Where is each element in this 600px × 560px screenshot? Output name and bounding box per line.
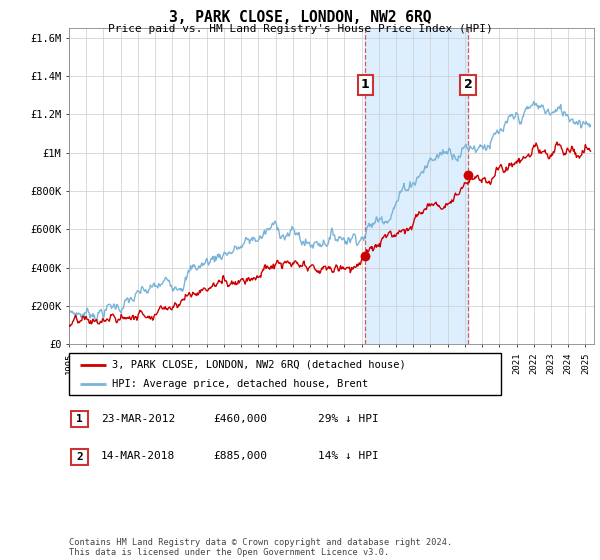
Text: 14-MAR-2018: 14-MAR-2018 [101, 451, 175, 461]
Text: Price paid vs. HM Land Registry's House Price Index (HPI): Price paid vs. HM Land Registry's House … [107, 24, 493, 34]
Text: 2: 2 [464, 78, 473, 91]
Text: 2: 2 [76, 452, 83, 462]
Point [464, 170, 473, 179]
Text: 3, PARK CLOSE, LONDON, NW2 6RQ (detached house): 3, PARK CLOSE, LONDON, NW2 6RQ (detached… [112, 360, 406, 370]
Text: 29% ↓ HPI: 29% ↓ HPI [318, 414, 379, 424]
Text: £460,000: £460,000 [213, 414, 267, 424]
Text: 3, PARK CLOSE, LONDON, NW2 6RQ: 3, PARK CLOSE, LONDON, NW2 6RQ [169, 10, 431, 25]
Bar [365, 28, 469, 344]
Text: HPI: Average price, detached house, Brent: HPI: Average price, detached house, Bren… [112, 379, 368, 389]
Text: £885,000: £885,000 [213, 451, 267, 461]
Text: 14% ↓ HPI: 14% ↓ HPI [318, 451, 379, 461]
Text: Contains HM Land Registry data © Crown copyright and database right 2024.
This d: Contains HM Land Registry data © Crown c… [69, 538, 452, 557]
Text: 1: 1 [76, 414, 83, 424]
Text: 1: 1 [361, 78, 370, 91]
Text: 23-MAR-2012: 23-MAR-2012 [101, 414, 175, 424]
Point [361, 251, 370, 260]
Bar [71, 449, 88, 465]
Bar [71, 412, 88, 427]
